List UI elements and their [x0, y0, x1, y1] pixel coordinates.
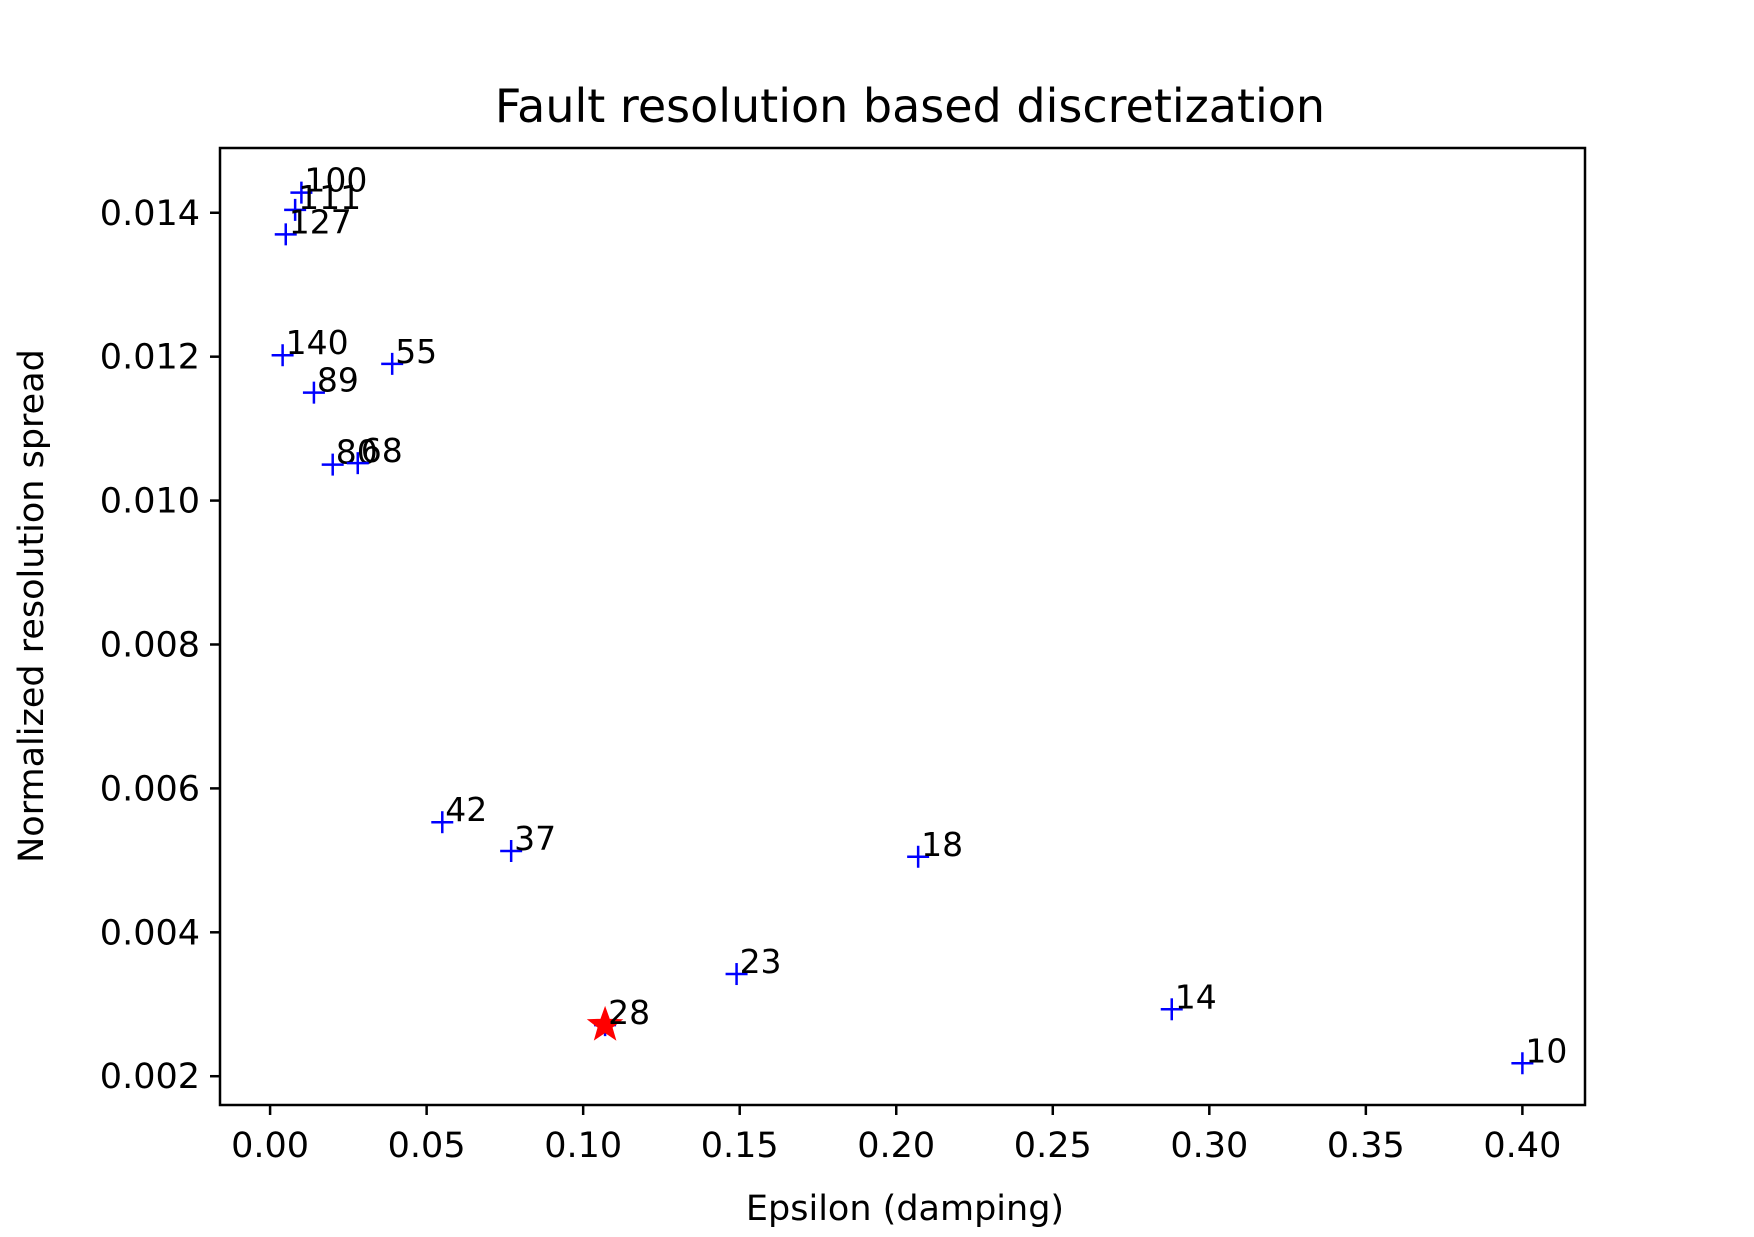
- y-axis-label: Normalized resolution spread: [12, 349, 52, 863]
- y-tick-label: 0.012: [100, 338, 200, 378]
- x-tick-label: 0.10: [544, 1126, 622, 1166]
- scatter-point: 28: [586, 993, 650, 1041]
- x-tick-label: 0.35: [1327, 1126, 1405, 1166]
- scatter-point: 55: [381, 332, 437, 375]
- scatter-point: 111: [284, 178, 361, 221]
- scatter-point: 127: [274, 202, 352, 246]
- scatter-point: 23: [725, 942, 782, 986]
- scatter-point: 10: [1511, 1031, 1567, 1075]
- point-label: 55: [395, 332, 437, 371]
- point-label: 42: [445, 790, 487, 829]
- y-tick-label: 0.002: [100, 1057, 200, 1097]
- y-tick-label: 0.014: [100, 194, 200, 234]
- scatter-point: 37: [500, 819, 556, 862]
- point-label: 100: [304, 161, 367, 200]
- point-label: 68: [361, 431, 403, 470]
- point-label: 89: [317, 361, 359, 400]
- x-axis-ticks: 0.00 0.05 0.10 0.15 0.20 0.25 0.30 0.35 0.40: [231, 1105, 1561, 1166]
- y-tick-label: 0.008: [100, 625, 200, 665]
- point-label: 127: [289, 202, 352, 241]
- point-label: 140: [286, 323, 349, 362]
- x-tick-label: 0.05: [388, 1126, 466, 1166]
- x-tick-label: 0.30: [1170, 1126, 1248, 1166]
- scatter-point: 68: [346, 431, 403, 475]
- point-label: 111: [298, 178, 361, 217]
- scatter-point: 14: [1160, 977, 1217, 1021]
- scatter-point: 18: [907, 825, 963, 868]
- y-tick-label: 0.010: [100, 482, 200, 522]
- point-label: 28: [608, 993, 650, 1032]
- highlight-star-marker: [586, 1005, 624, 1041]
- x-tick-label: 0.40: [1483, 1126, 1561, 1166]
- scatter-point: 140: [271, 323, 349, 367]
- x-tick-label: 0.20: [857, 1126, 935, 1166]
- point-label: 23: [740, 942, 782, 981]
- x-tick-label: 0.00: [231, 1126, 309, 1166]
- x-tick-label: 0.15: [701, 1126, 779, 1166]
- x-tick-label: 0.25: [1014, 1126, 1092, 1166]
- chart-title: Fault resolution based discretization: [495, 79, 1325, 133]
- y-axis-ticks: 0.002 0.004 0.006 0.008 0.010 0.012 0.014: [100, 194, 220, 1097]
- point-label: 18: [921, 825, 963, 864]
- y-tick-label: 0.004: [100, 913, 200, 953]
- scatter-point: 89: [302, 361, 359, 404]
- scatter-point: 42: [431, 790, 487, 834]
- point-label: 14: [1175, 977, 1217, 1016]
- y-tick-label: 0.006: [100, 769, 200, 809]
- plot-area-frame: [218, 146, 1587, 1107]
- point-label: 37: [514, 819, 556, 858]
- scatter-point: 100: [290, 161, 367, 204]
- x-axis-label: Epsilon (damping): [746, 1189, 1064, 1229]
- point-label: 10: [1525, 1031, 1567, 1070]
